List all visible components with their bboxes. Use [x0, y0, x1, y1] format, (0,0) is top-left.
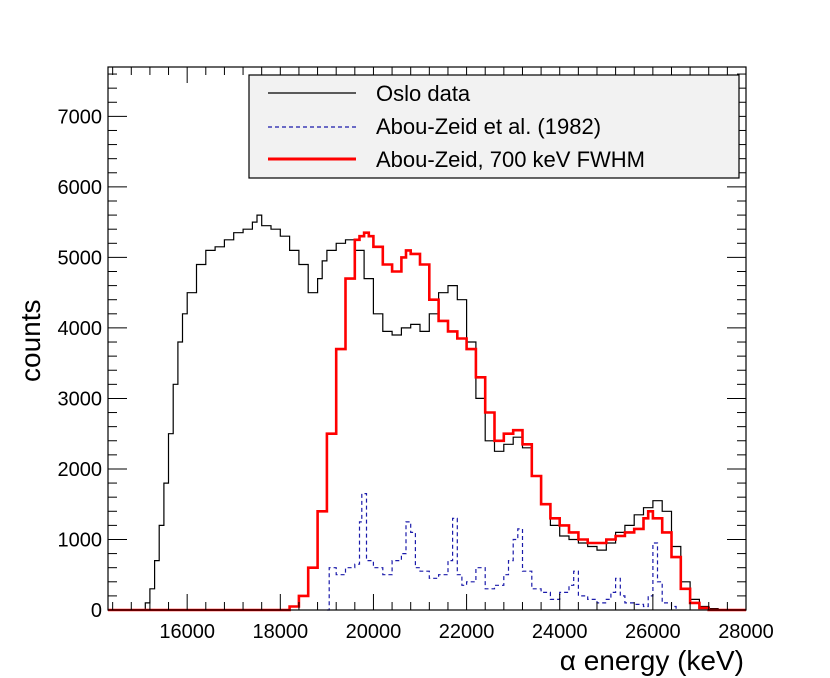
y-axis-title: counts [15, 300, 46, 383]
legend: Oslo data Abou-Zeid et al. (1982) Abou-Z… [248, 74, 740, 179]
legend-label-oslo: Oslo data [376, 81, 471, 106]
plot-frame [107, 66, 747, 611]
series-abou-zeid-1982 [326, 493, 677, 611]
series-abou-zeid-700kev-fwhm [108, 231, 746, 612]
legend-box [248, 74, 740, 179]
x-tick-label: 26000 [625, 621, 681, 643]
x-axis-title: α energy (keV) [560, 645, 744, 676]
y-tick-label: 2000 [58, 459, 103, 481]
axis-tick-labels: 16000 18000 20000 22000 24000 26000 28000 0 1000… [58, 106, 774, 643]
x-tick-label: 16000 [159, 621, 215, 643]
x-tick-label: 20000 [346, 621, 402, 643]
y-tick-label: 0 [91, 600, 102, 622]
series-oslo-data [108, 214, 746, 611]
y-tick-label: 1000 [58, 529, 103, 551]
y-tick-label: 7000 [58, 106, 103, 128]
y-tick-label: 6000 [58, 177, 103, 199]
x-tick-label: 28000 [718, 621, 774, 643]
x-tick-label: 24000 [532, 621, 588, 643]
legend-label-abou-zeid-1982: Abou-Zeid et al. (1982) [376, 114, 601, 139]
y-tick-label: 5000 [58, 247, 103, 269]
x-tick-label: 22000 [439, 621, 495, 643]
x-tick-label: 18000 [252, 621, 308, 643]
legend-label-abou-zeid-fwhm: Abou-Zeid, 700 keV FWHM [376, 147, 645, 172]
y-tick-label: 3000 [58, 388, 103, 410]
series-layer [108, 214, 746, 612]
y-tick-label: 4000 [58, 318, 103, 340]
